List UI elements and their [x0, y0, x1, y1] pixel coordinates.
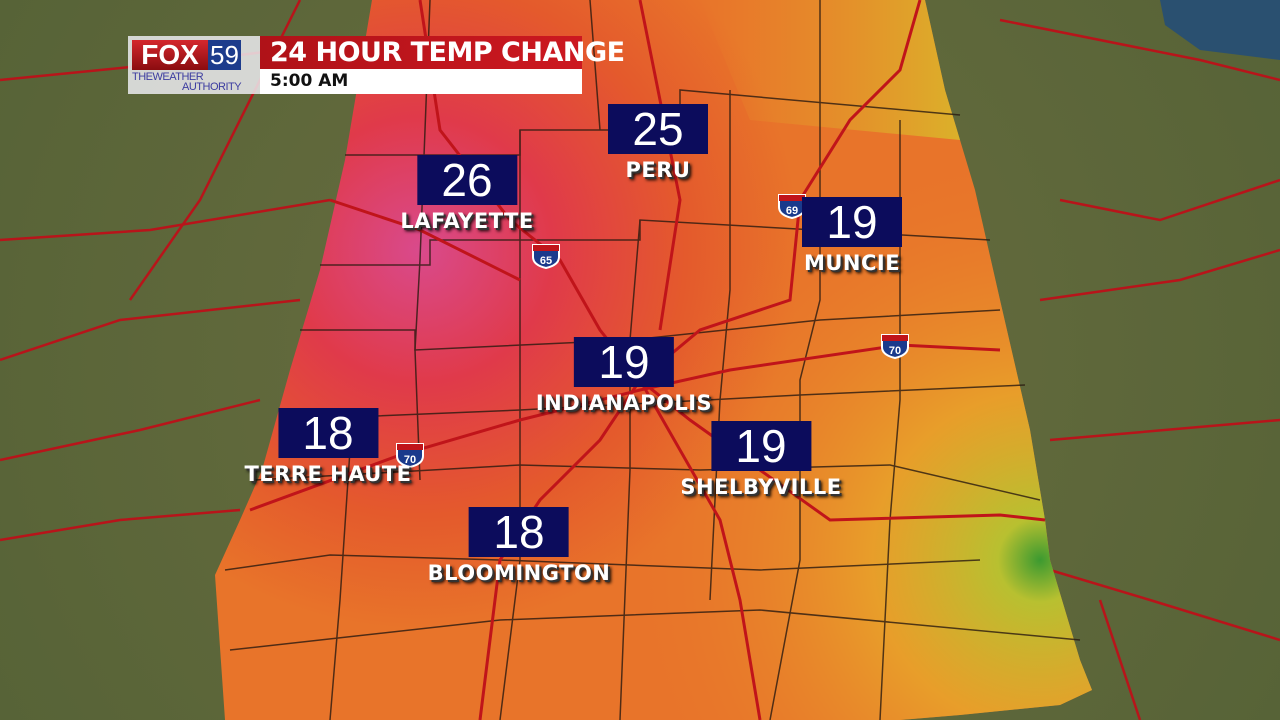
city-muncie: 19 MUNCIE	[802, 197, 902, 275]
lake-michigan	[1160, 0, 1280, 60]
temp-change-value: 19	[574, 337, 674, 387]
city-label: TERRE HAUTE	[244, 462, 412, 486]
city-label: BLOOMINGTON	[427, 561, 611, 585]
gradient-overlay	[700, 0, 960, 140]
city-label: PERU	[625, 158, 691, 182]
city-peru: 25 PERU	[608, 104, 708, 182]
svg-text:70: 70	[889, 345, 901, 357]
city-label: INDIANAPOLIS	[535, 391, 713, 415]
temp-change-value: 19	[710, 421, 811, 471]
svg-text:70: 70	[404, 454, 416, 466]
fox-logo-text: FOX	[132, 40, 208, 70]
city-indianapolis: 19 INDIANAPOLIS	[536, 337, 712, 415]
temp-change-value: 18	[469, 507, 569, 557]
temp-change-value: 19	[802, 197, 902, 247]
city-bloomington: 18 BLOOMINGTON	[428, 507, 611, 585]
interstate-70-shield: 70	[880, 333, 910, 360]
city-label: LAFAYETTE	[400, 209, 534, 233]
title-header: FOX 59 THEWEATHER AUTHORITY 24 HOUR TEMP …	[128, 36, 625, 94]
graphic-title: 24 HOUR TEMP CHANGE	[260, 36, 625, 69]
temp-change-value: 18	[277, 408, 378, 458]
city-label: SHELBYVILLE	[680, 475, 842, 499]
temp-change-value: 25	[608, 104, 708, 154]
graphic-time: 5:00 AM	[260, 69, 582, 94]
interstate-70-shield: 70	[395, 442, 425, 469]
city-lafayette: 26 LAFAYETTE	[400, 155, 533, 233]
svg-text:69: 69	[786, 205, 798, 217]
city-shelbyville: 19 SHELBYVILLE	[680, 421, 841, 499]
interstate-69-shield: 69	[777, 193, 807, 220]
svg-text:65: 65	[540, 255, 552, 267]
temp-change-value: 26	[417, 155, 517, 205]
channel-number: 59	[208, 40, 241, 70]
interstate-65-shield: 65	[531, 243, 561, 270]
station-logo: FOX 59 THEWEATHER AUTHORITY	[128, 36, 260, 94]
city-terre-haute: 18 TERRE HAUTE	[244, 408, 411, 486]
city-label: MUNCIE	[803, 251, 901, 275]
weather-authority-logo: THEWEATHER AUTHORITY	[132, 71, 242, 93]
